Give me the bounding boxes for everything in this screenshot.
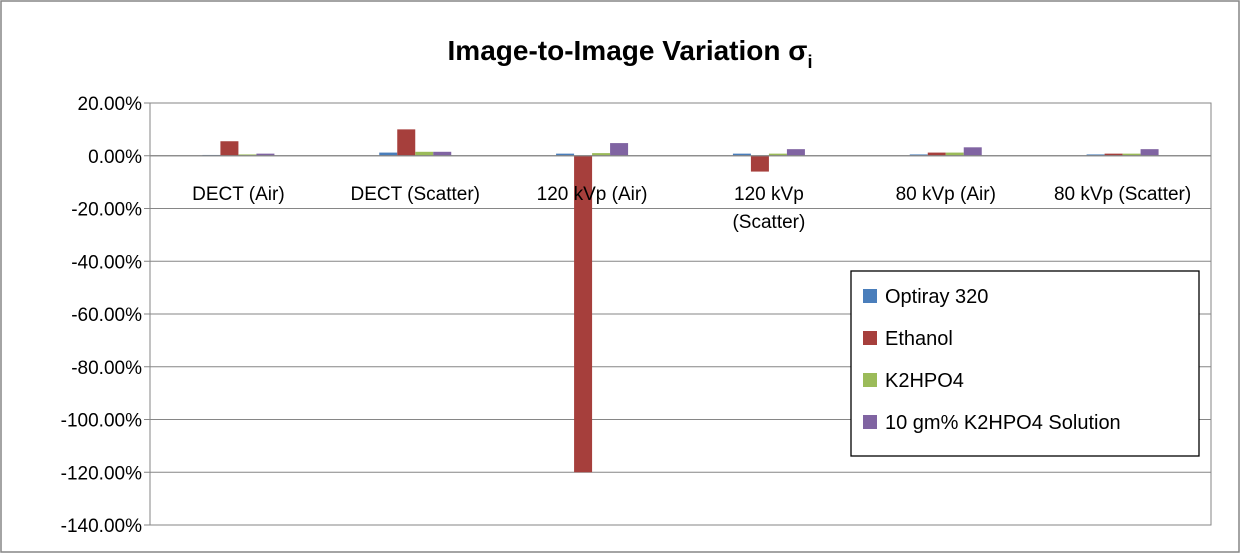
bar xyxy=(379,152,398,156)
chart-title-subscript: i xyxy=(807,52,812,72)
y-tick-label: -20.00% xyxy=(71,200,142,221)
y-tick-label: -140.00% xyxy=(61,516,142,537)
bar xyxy=(238,154,257,156)
bar xyxy=(927,152,946,156)
bar xyxy=(945,152,964,156)
y-tick-label: -120.00% xyxy=(61,463,142,484)
bar xyxy=(1140,149,1159,156)
legend-swatch xyxy=(863,289,877,303)
bar xyxy=(786,149,805,156)
bar xyxy=(750,155,769,172)
x-axis-category-labels: DECT (Air) DECT (Scatter) 120 kVp (Air) 120… xyxy=(192,184,1191,233)
bar xyxy=(574,155,593,473)
chart-title: Image-to-Image Variation σi xyxy=(448,35,813,72)
category-label: 80 kVp (Scatter) xyxy=(1054,184,1191,205)
bar xyxy=(256,153,275,156)
category-label: (Scatter) xyxy=(732,212,805,233)
legend: Optiray 320 Ethanol K2HPO4 10 gm% K2HPO4 So… xyxy=(850,270,1200,457)
y-tick-label: 20.00% xyxy=(78,94,143,115)
legend-label: K2HPO4 xyxy=(885,370,964,392)
legend-swatch xyxy=(863,373,877,387)
y-tick-label: 0.00% xyxy=(88,147,142,168)
bar xyxy=(768,153,787,156)
bar xyxy=(556,153,575,156)
category-label: 80 kVp (Air) xyxy=(896,184,996,205)
bar xyxy=(415,151,434,156)
bar xyxy=(963,147,982,156)
bar xyxy=(610,143,629,156)
legend-box xyxy=(850,270,1200,457)
legend-swatch xyxy=(863,415,877,429)
bar xyxy=(220,141,239,156)
bars xyxy=(202,129,1159,473)
legend-label: Ethanol xyxy=(885,328,953,350)
category-label: 120 kVp (Air) xyxy=(537,184,648,205)
bar xyxy=(1122,153,1141,156)
category-label: DECT (Scatter) xyxy=(350,184,480,205)
bar xyxy=(592,153,611,156)
bar xyxy=(433,151,452,156)
bar xyxy=(1104,153,1123,156)
category-label: 120 kVp xyxy=(734,184,804,205)
bar xyxy=(1086,154,1105,156)
y-tick-label: -100.00% xyxy=(61,411,142,432)
bar xyxy=(397,129,416,156)
legend-swatch xyxy=(863,331,877,345)
bar xyxy=(909,154,928,156)
legend-label: 10 gm% K2HPO4 Solution xyxy=(885,412,1121,434)
bar xyxy=(732,153,751,156)
category-label: DECT (Air) xyxy=(192,184,285,205)
y-tick-label: -40.00% xyxy=(71,252,142,273)
y-tick-label: -80.00% xyxy=(71,358,142,379)
chart-title-main: Image-to-Image Variation σ xyxy=(448,35,808,66)
legend-label: Optiray 320 xyxy=(885,286,988,308)
y-axis: 20.00% 0.00% -20.00% -40.00% -60.00% -80.00% -… xyxy=(61,94,1211,537)
y-tick-label: -60.00% xyxy=(71,305,142,326)
